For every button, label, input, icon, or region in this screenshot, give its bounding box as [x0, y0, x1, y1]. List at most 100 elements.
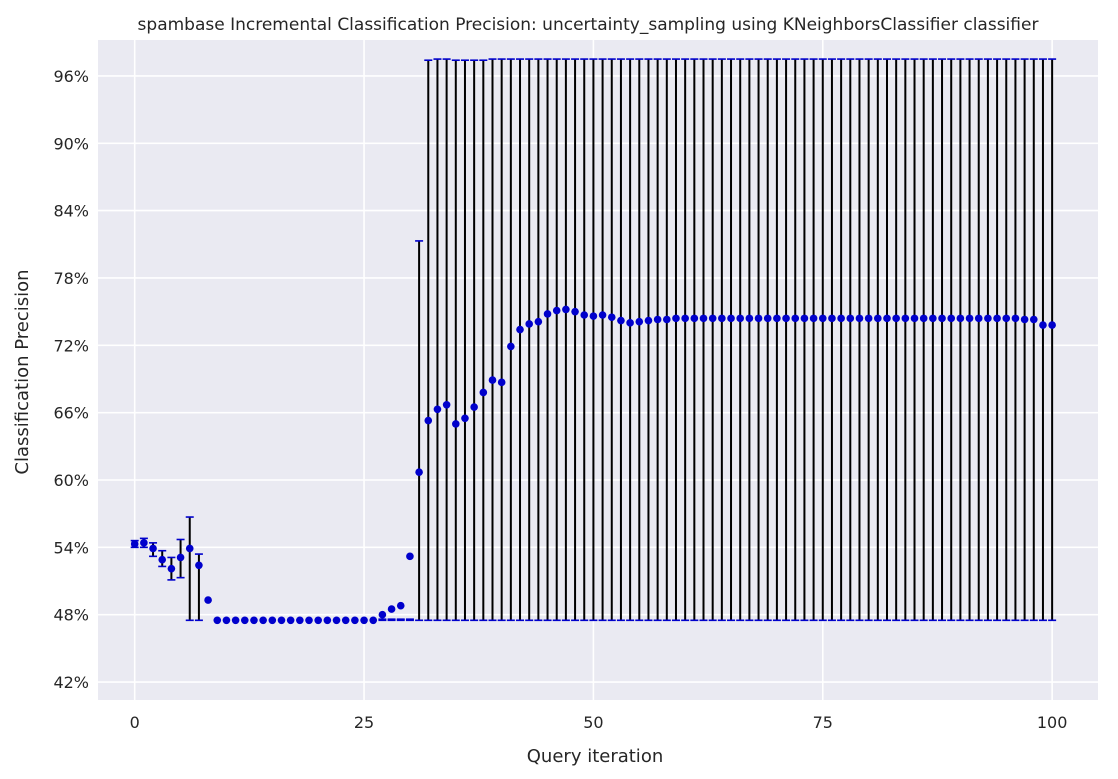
- data-point: [644, 316, 653, 325]
- data-point: [874, 314, 882, 323]
- y-tick-label: 48%: [53, 606, 89, 625]
- data-point: [231, 616, 240, 625]
- data-point: [195, 561, 203, 570]
- data-point: [534, 317, 543, 326]
- data-point: [892, 314, 900, 323]
- data-point: [938, 314, 946, 323]
- data-point: [323, 616, 332, 625]
- data-point: [332, 616, 341, 625]
- data-point: [488, 376, 497, 384]
- data-point: [1020, 315, 1029, 324]
- y-tick-label: 72%: [53, 336, 89, 355]
- data-point: [837, 314, 845, 323]
- x-tick-label: 25: [354, 713, 374, 732]
- data-point: [773, 314, 781, 323]
- x-tick-label: 75: [813, 713, 833, 732]
- data-point: [341, 616, 350, 625]
- data-point: [396, 601, 405, 610]
- data-point: [424, 416, 433, 425]
- data-point: [286, 616, 295, 625]
- data-point: [176, 553, 185, 562]
- data-point: [607, 313, 616, 322]
- y-tick-label: 54%: [53, 538, 89, 557]
- data-point: [305, 616, 313, 625]
- data-point: [727, 314, 735, 323]
- data-point: [993, 314, 1001, 323]
- data-point: [525, 320, 533, 328]
- data-point: [543, 310, 552, 318]
- data-point: [351, 616, 359, 625]
- data-point: [369, 616, 378, 625]
- data-point: [663, 315, 671, 324]
- data-point: [387, 605, 396, 613]
- data-point: [240, 616, 249, 625]
- data-point: [442, 400, 451, 409]
- data-point: [451, 420, 460, 428]
- y-tick-label: 60%: [53, 471, 89, 490]
- data-point: [571, 307, 579, 316]
- data-point: [296, 616, 304, 625]
- data-point: [855, 314, 864, 323]
- data-points: [130, 305, 1056, 625]
- data-point: [1029, 315, 1038, 324]
- y-tick-label: 78%: [53, 269, 89, 288]
- data-point: [782, 314, 790, 323]
- data-point: [149, 544, 157, 553]
- data-point: [314, 616, 322, 625]
- data-point: [1039, 321, 1047, 329]
- data-point: [433, 405, 442, 414]
- data-point: [754, 314, 763, 323]
- data-point: [681, 314, 689, 323]
- data-point: [791, 314, 800, 323]
- data-point: [947, 314, 956, 323]
- data-point: [406, 552, 414, 561]
- data-point: [589, 312, 598, 320]
- data-point: [763, 314, 772, 323]
- chart-title: spambase Incremental Classification Prec…: [138, 15, 1039, 35]
- x-tick-label: 100: [1037, 713, 1068, 732]
- data-point: [653, 315, 662, 324]
- data-point: [222, 616, 231, 625]
- data-point: [929, 314, 937, 323]
- data-point: [956, 314, 965, 323]
- data-point: [185, 544, 194, 553]
- data-point: [479, 388, 488, 397]
- data-point: [277, 616, 286, 625]
- data-point: [167, 564, 176, 573]
- data-point: [598, 311, 607, 319]
- data-point: [1002, 314, 1011, 323]
- data-point: [901, 314, 910, 323]
- data-point: [204, 596, 212, 604]
- data-point: [507, 342, 515, 351]
- data-point: [552, 306, 561, 315]
- data-point: [617, 316, 625, 325]
- y-tick-label: 42%: [53, 673, 89, 692]
- plot-area: [98, 40, 1098, 700]
- data-point: [745, 314, 754, 323]
- data-point: [800, 314, 809, 323]
- data-point: [378, 610, 387, 619]
- x-tick-labels: 0 25 50 75 100: [130, 713, 1068, 732]
- x-axis-label: Query iteration: [527, 746, 663, 767]
- data-point: [965, 314, 974, 323]
- data-point: [140, 539, 148, 547]
- data-point: [580, 311, 589, 319]
- data-point: [699, 314, 708, 323]
- data-point: [268, 616, 277, 625]
- error-bars: [130, 58, 1057, 622]
- data-point: [562, 305, 570, 314]
- data-point: [470, 403, 478, 411]
- y-tick-label: 84%: [53, 202, 89, 221]
- data-point: [497, 378, 506, 387]
- data-point: [415, 468, 423, 476]
- data-point: [846, 314, 855, 323]
- data-point: [919, 314, 928, 323]
- data-point: [809, 314, 818, 323]
- data-point: [984, 314, 992, 323]
- data-point: [1048, 321, 1056, 329]
- y-tick-label: 90%: [53, 134, 89, 153]
- data-point: [635, 317, 644, 326]
- data-point: [130, 540, 139, 548]
- data-point: [360, 616, 368, 625]
